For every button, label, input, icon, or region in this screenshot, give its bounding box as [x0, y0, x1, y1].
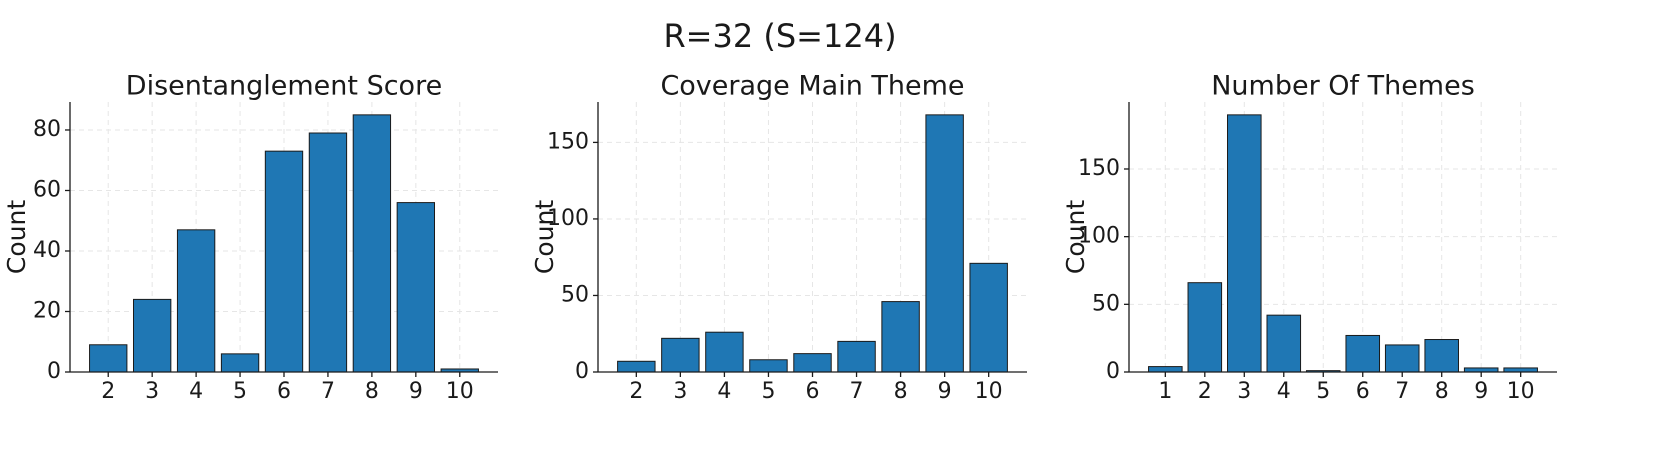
- subplot-title: Disentanglement Score: [126, 71, 442, 102]
- bar: [705, 331, 744, 373]
- bar: [617, 360, 656, 373]
- x-tick-label: 6: [806, 379, 820, 404]
- y-tick-label: 50: [561, 282, 589, 307]
- y-tick-label: 100: [547, 206, 589, 231]
- bar: [749, 359, 788, 373]
- y-axis-label: Count: [530, 200, 559, 274]
- y-tick-label: 80: [33, 117, 61, 142]
- bar: [969, 262, 1008, 373]
- bar: [132, 298, 172, 373]
- bar: [793, 353, 832, 373]
- x-tick-label: 4: [1277, 379, 1291, 404]
- bar: [1148, 366, 1183, 373]
- x-tick-label: 3: [1237, 379, 1251, 404]
- x-tick-label: 1: [1158, 379, 1172, 404]
- subplot-title: Number Of Themes: [1211, 71, 1475, 102]
- bar: [176, 229, 216, 373]
- y-tick-label: 20: [33, 298, 61, 323]
- x-tick-label: 3: [145, 379, 159, 404]
- figure-title: R=32 (S=124): [663, 17, 896, 55]
- bar: [264, 150, 304, 373]
- bar: [881, 301, 920, 373]
- x-tick-label: 2: [101, 379, 115, 404]
- y-tick-label: 150: [547, 129, 589, 154]
- y-tick-label: 100: [1078, 224, 1120, 249]
- bar: [1424, 339, 1459, 373]
- y-tick-label: 50: [1092, 291, 1120, 316]
- x-tick-label: 10: [975, 379, 1003, 404]
- x-tick-label: 9: [1474, 379, 1488, 404]
- y-axis-label: Count: [2, 200, 31, 274]
- bar: [1187, 282, 1223, 373]
- x-tick-label: 9: [938, 379, 952, 404]
- x-tick-label: 4: [189, 379, 203, 404]
- bar: [837, 340, 876, 373]
- bar: [661, 337, 700, 373]
- bar: [220, 353, 260, 373]
- y-tick-label: 60: [33, 177, 61, 202]
- x-tick-label: 10: [1507, 379, 1535, 404]
- y-tick-label: 150: [1078, 156, 1120, 181]
- x-tick-label: 5: [761, 379, 775, 404]
- x-tick-label: 8: [365, 379, 379, 404]
- x-tick-label: 10: [446, 379, 474, 404]
- x-tick-label: 5: [1316, 379, 1330, 404]
- bar: [1266, 314, 1302, 373]
- y-tick-label: 0: [575, 359, 589, 384]
- x-tick-label: 2: [629, 379, 643, 404]
- bar: [396, 202, 436, 373]
- y-tick-label: 0: [47, 359, 61, 384]
- x-tick-label: 6: [1356, 379, 1370, 404]
- x-tick-label: 8: [1435, 379, 1449, 404]
- bar: [925, 114, 964, 373]
- y-tick-label: 0: [1106, 359, 1120, 384]
- x-tick-label: 2: [1198, 379, 1212, 404]
- x-tick-label: 7: [321, 379, 335, 404]
- bar: [352, 114, 392, 373]
- bar: [308, 132, 348, 373]
- y-axis-label: Count: [1061, 200, 1090, 274]
- x-tick-label: 7: [850, 379, 864, 404]
- y-tick-label: 40: [33, 238, 61, 263]
- bar: [1384, 344, 1420, 373]
- x-tick-label: 9: [409, 379, 423, 404]
- x-tick-label: 7: [1395, 379, 1409, 404]
- x-tick-label: 8: [894, 379, 908, 404]
- bar: [1227, 114, 1262, 373]
- bar: [1345, 334, 1381, 373]
- x-tick-label: 4: [717, 379, 731, 404]
- subplot-title: Coverage Main Theme: [660, 71, 964, 102]
- x-tick-label: 6: [277, 379, 291, 404]
- x-tick-label: 5: [233, 379, 247, 404]
- x-tick-label: 3: [673, 379, 687, 404]
- bar: [89, 344, 128, 373]
